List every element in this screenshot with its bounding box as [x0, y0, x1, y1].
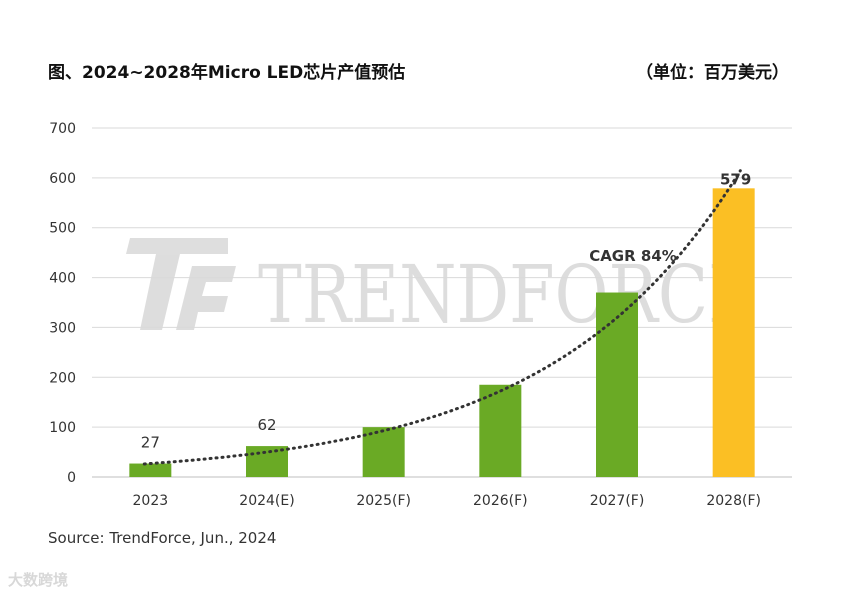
corner-watermark-logo: 大数跨境 [8, 571, 69, 589]
y-tick-label: 0 [67, 470, 76, 486]
bar [712, 188, 755, 477]
y-tick-label: 500 [49, 221, 76, 237]
x-tick-label: 2028(F) [706, 493, 761, 509]
source-note: Source: TrendForce, Jun., 2024 [48, 529, 277, 547]
y-tick-label: 300 [49, 320, 76, 336]
trend-line [142, 169, 742, 466]
data-label: 27 [141, 434, 160, 452]
x-tick-label: 2027(F) [590, 493, 645, 509]
bar [362, 427, 405, 477]
data-label: 579 [720, 170, 751, 188]
data-label: 62 [257, 416, 276, 434]
unit-label: （单位：百万美元） [636, 63, 789, 83]
x-tick-label: 2023 [133, 493, 169, 509]
x-tick-label: 2026(F) [473, 493, 528, 509]
bar [479, 384, 522, 477]
y-tick-label: 600 [49, 171, 76, 187]
y-tick-label: 100 [49, 420, 76, 436]
bar [596, 292, 638, 477]
y-tick-label: 700 [49, 121, 76, 137]
watermark-logo-shape [176, 266, 236, 330]
y-tick-label: 400 [49, 271, 76, 287]
y-tick-label: 200 [49, 370, 76, 386]
chart-title: 图、2024~2028年Micro LED芯片产值预估 [48, 63, 406, 83]
x-tick-label: 2024(E) [239, 493, 294, 509]
bar [129, 463, 172, 477]
watermark-logo-shape [126, 238, 228, 330]
cagr-label: CAGR 84% [589, 247, 677, 265]
x-tick-label: 2025(F) [356, 493, 411, 509]
